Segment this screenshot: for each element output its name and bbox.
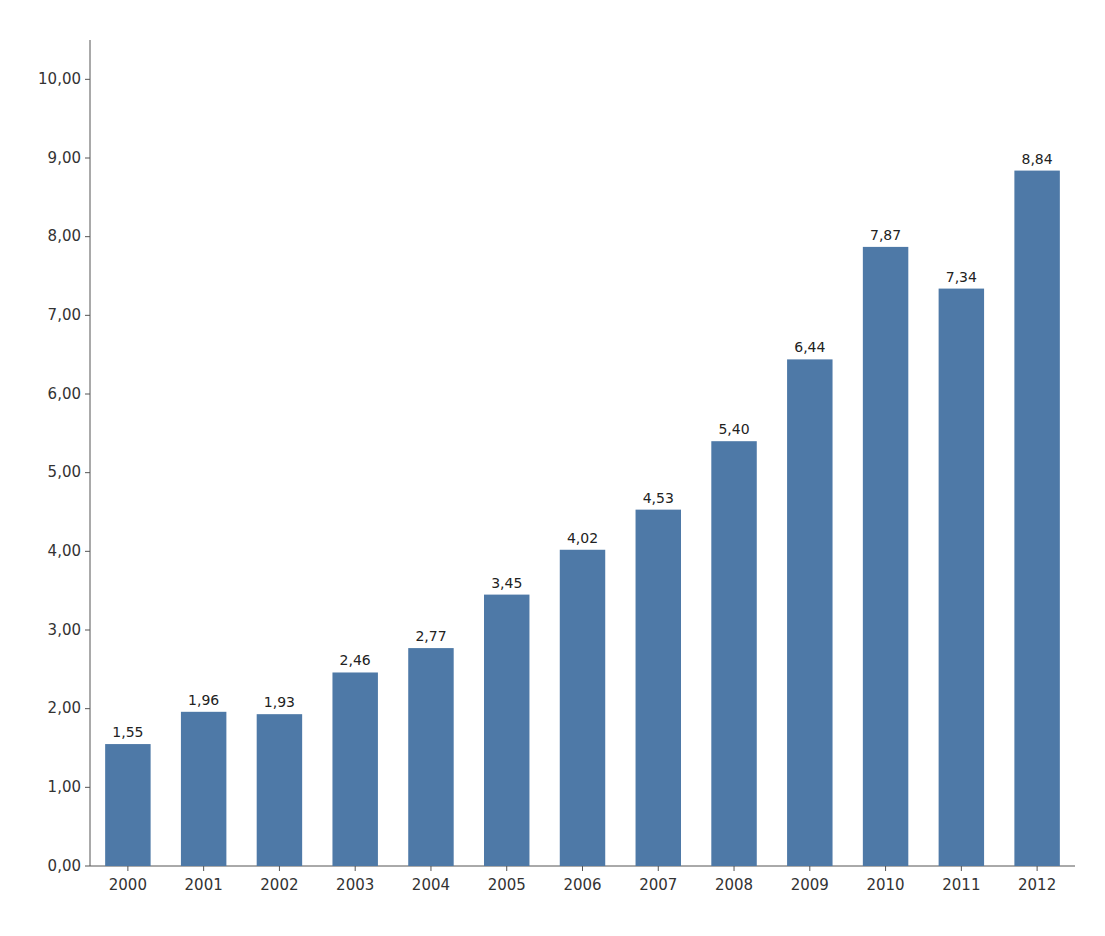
- x-tick-label: 2003: [336, 876, 374, 894]
- bar: [560, 550, 605, 866]
- x-tick: [355, 866, 356, 871]
- chart-container: 0,00 1,00 2,00 3,00 4,00 5,00 6,00 7,00 8,00 9,00…: [0, 0, 1105, 936]
- data-label: 4,02: [567, 530, 598, 546]
- y-tick-label: 2,00: [48, 699, 81, 717]
- x-tick-label: 2009: [791, 876, 829, 894]
- y-tick: [85, 472, 90, 473]
- x-tick: [203, 866, 204, 871]
- x-tick-label: 2007: [639, 876, 677, 894]
- y-tick-label: 1,00: [48, 778, 81, 796]
- y-tick: [85, 236, 90, 237]
- data-label: 2,77: [415, 628, 446, 644]
- x-tick-label: 2001: [185, 876, 223, 894]
- data-label: 6,44: [794, 339, 825, 355]
- bar: [1014, 171, 1059, 866]
- y-axis-line: [90, 40, 91, 866]
- chart: 0,00 1,00 2,00 3,00 4,00 5,00 6,00 7,00 8,00 9,00…: [0, 0, 1105, 936]
- y-tick-label: 10,00: [38, 70, 81, 88]
- y-tick-label: 4,00: [48, 542, 81, 560]
- bar: [257, 714, 302, 866]
- x-tick: [430, 866, 431, 871]
- bar: [408, 648, 453, 866]
- y-tick: [85, 708, 90, 709]
- y-tick-label: 6,00: [48, 385, 81, 403]
- x-axis: 2000 2001 2002 2003 2004 2005 2006 2007 2008 2009…: [90, 866, 1075, 894]
- x-tick: [885, 866, 886, 871]
- x-tick: [961, 866, 962, 871]
- y-tick: [85, 315, 90, 316]
- y-tick-label: 3,00: [48, 621, 81, 639]
- y-tick: [85, 630, 90, 631]
- data-labels: 1,55 1,96 1,93 2,46 2,77 3,45 4,02 4,53 5,40 6,44…: [112, 151, 1052, 740]
- y-tick-label: 9,00: [48, 149, 81, 167]
- bar: [711, 441, 756, 866]
- x-tick: [279, 866, 280, 871]
- x-tick-label: 2011: [942, 876, 980, 894]
- bar: [105, 744, 150, 866]
- x-tick-label: 2000: [109, 876, 147, 894]
- x-tick-label: 2012: [1018, 876, 1056, 894]
- y-tick: [85, 787, 90, 788]
- x-tick-label: 2008: [715, 876, 753, 894]
- x-tick: [127, 866, 128, 871]
- data-label: 8,84: [1022, 151, 1053, 167]
- bar: [484, 595, 529, 866]
- data-label: 5,40: [718, 421, 749, 437]
- y-tick-label: 0,00: [48, 857, 81, 875]
- data-label: 7,34: [946, 269, 977, 285]
- bar: [787, 359, 832, 866]
- x-tick-label: 2004: [412, 876, 450, 894]
- x-tick-label: 2005: [488, 876, 526, 894]
- data-label: 1,96: [188, 692, 219, 708]
- x-tick: [1037, 866, 1038, 871]
- data-label: 7,87: [870, 227, 901, 243]
- y-tick: [85, 866, 90, 867]
- bar: [332, 672, 377, 866]
- y-axis: 0,00 1,00 2,00 3,00 4,00 5,00 6,00 7,00 8,00 9,00…: [38, 40, 90, 875]
- y-tick: [85, 551, 90, 552]
- y-tick: [85, 158, 90, 159]
- x-tick: [582, 866, 583, 871]
- data-label: 4,53: [643, 490, 674, 506]
- y-tick-label: 5,00: [48, 463, 81, 481]
- y-tick: [85, 394, 90, 395]
- y-tick-label: 8,00: [48, 227, 81, 245]
- bar: [939, 289, 984, 866]
- x-tick: [506, 866, 507, 871]
- x-tick: [734, 866, 735, 871]
- bars: [105, 171, 1060, 866]
- x-tick-label: 2010: [866, 876, 904, 894]
- y-tick-label: 7,00: [48, 306, 81, 324]
- bar: [863, 247, 908, 866]
- x-tick: [658, 866, 659, 871]
- x-tick-label: 2006: [563, 876, 601, 894]
- y-tick: [85, 79, 90, 80]
- data-label: 1,93: [264, 694, 295, 710]
- x-tick-label: 2002: [260, 876, 298, 894]
- bar: [636, 510, 681, 866]
- data-label: 2,46: [340, 652, 371, 668]
- x-tick: [809, 866, 810, 871]
- data-label: 3,45: [491, 575, 522, 591]
- bar: [181, 712, 226, 866]
- data-label: 1,55: [112, 724, 143, 740]
